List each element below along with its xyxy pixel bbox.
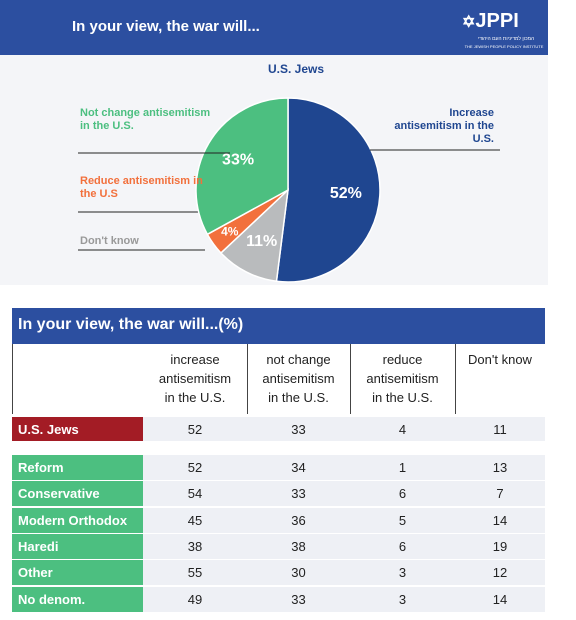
table-value: 7 <box>496 486 504 502</box>
table-value: 49 <box>187 591 203 607</box>
value-label: 4% <box>221 224 239 238</box>
table-value: 55 <box>187 565 203 581</box>
table-value: 6 <box>398 538 407 554</box>
table-value: 38 <box>187 538 203 554</box>
pie-slice <box>275 97 381 283</box>
column-header: increase antisemitism in the U.S. <box>158 352 232 405</box>
row-label: Reform <box>12 455 143 480</box>
table-value: 19 <box>492 538 508 554</box>
legend-label: Don't know <box>80 235 139 247</box>
table-value: 36 <box>291 512 306 528</box>
table-value: 34 <box>291 460 306 475</box>
column-header: not change antisemitism in the U.S. <box>262 352 335 405</box>
table-value: 3 <box>398 591 407 607</box>
table-value: 3 <box>398 565 407 581</box>
row-label: Modern Orthodox <box>12 507 143 533</box>
table-value: 14 <box>492 512 508 528</box>
table-value: 14 <box>492 591 508 607</box>
table-value: 33 <box>291 591 306 607</box>
legend-label: Reduce antisemitism in the U.S <box>80 175 203 200</box>
table-value: 33 <box>291 421 306 437</box>
chart-title: U.S. Jews <box>268 62 324 76</box>
row-label: Other <box>12 560 143 586</box>
table-value: 11 <box>493 421 507 437</box>
table-value: 5 <box>398 512 407 528</box>
table-value: 1 <box>398 460 407 475</box>
row-bg <box>143 533 545 559</box>
column-divider <box>455 344 456 414</box>
row-bg <box>143 455 545 480</box>
row-bg <box>143 417 545 441</box>
pie-slice <box>195 97 289 236</box>
table-value: 13 <box>492 460 508 475</box>
value-label: 33% <box>222 152 254 169</box>
row-label: Conservative <box>12 481 143 507</box>
header-title: In your view, the war will... <box>72 18 260 35</box>
table-value: 12 <box>492 565 508 581</box>
table-value: 6 <box>398 486 407 502</box>
logo-hebrew: המכון למדיניות העם היהודי <box>477 36 535 42</box>
table-value: 52 <box>187 460 203 475</box>
value-label: 11% <box>246 233 277 250</box>
column-header: Don't know <box>468 352 532 367</box>
row-bg <box>143 586 545 612</box>
table-value: 30 <box>291 565 306 581</box>
row-bg <box>143 507 545 533</box>
row-label: Haredi <box>12 533 143 559</box>
table-value: 52 <box>187 421 203 437</box>
header-bar <box>0 0 548 55</box>
table-value: 4 <box>398 421 407 437</box>
table-value: 38 <box>291 538 306 554</box>
legend-label: Not change antisemitism in the U.S. <box>80 107 211 132</box>
column-header: reduce antisemitism in the U.S. <box>366 352 439 405</box>
row-label: U.S. Jews <box>12 417 143 441</box>
table-title: In your view, the war will...(%) <box>18 316 244 333</box>
pie-chart: U.S. Jews 52% 11% 4% 33% <box>78 62 500 283</box>
logo-subtitle: THE JEWISH PEOPLE POLICY INSTITUTE <box>464 44 544 49</box>
row-label: No denom. <box>12 586 143 612</box>
table-value: 45 <box>187 512 203 528</box>
value-label: 52% <box>330 185 362 202</box>
header-rule <box>12 344 13 414</box>
table-value: 33 <box>291 486 306 502</box>
logo-text: JPPI <box>475 10 519 32</box>
column-divider <box>247 344 248 414</box>
table-value: 54 <box>187 486 203 502</box>
logo: ✡JPPI <box>462 10 519 32</box>
table-title-bar <box>12 308 545 344</box>
column-divider <box>350 344 351 414</box>
row-bg <box>143 481 545 507</box>
row-bg <box>143 560 545 586</box>
legend-label: Increase antisemitism in the U.S. <box>394 107 494 145</box>
